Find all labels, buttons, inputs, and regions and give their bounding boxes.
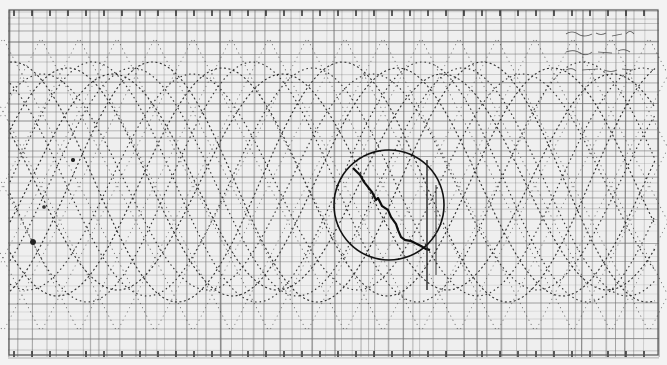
grid-horizontal-line [7,260,660,263]
dotted-wave-curve [9,67,656,297]
grid-horizontal-line [7,137,660,140]
dotted-wave-curve [9,67,656,297]
grid-horizontal-line [7,284,660,287]
grid-vertical-line [411,9,415,358]
grid-horizontal-line [7,29,660,32]
grid-vertical-line [341,9,343,358]
corner-annotation [565,31,635,72]
grid-horizontal-line [7,349,660,352]
grid-vertical-line [325,9,328,358]
grid-horizontal-line [7,318,660,321]
grid-horizontal-line [7,91,660,94]
dotted-wave-curve [9,73,656,291]
grid-horizontal-line [7,310,660,313]
grid-horizontal-line [7,217,660,220]
grid-vertical-line [311,9,314,358]
grid-horizontal-line [7,17,660,20]
grid-vertical-line [446,9,449,358]
grid-vertical-line [624,9,627,358]
grid-vertical-line [66,9,69,358]
grid-horizontal-line [7,155,660,158]
grid-horizontal-line [7,274,660,276]
dotted-wave-curve [9,61,656,303]
grid-vertical-line [462,9,465,358]
grid-vertical-line [89,9,92,358]
grid-vertical-line [263,9,266,358]
grid-vertical-line [81,9,84,358]
grid-vertical-line [163,9,166,358]
ink-blot [42,205,46,209]
grid-vertical-line [591,9,594,358]
grid-vertical-line [514,9,517,358]
grid-vertical-line [144,9,147,358]
grid-vertical-line [290,9,293,358]
grid-vertical-line [119,9,122,358]
grid-vertical-line [252,9,256,358]
ink-blot [30,239,36,245]
grid-vertical-line [567,9,569,358]
grid-lines [7,9,660,359]
grid-vertical-line [241,9,244,358]
grid-vertical-line [333,9,336,358]
grid-vertical-line [196,9,199,358]
ink-blot [71,158,75,162]
grid-horizontal-line [7,129,660,132]
highlighted-trace [352,167,431,252]
sheet-frame [8,9,659,356]
highlight-circle [333,149,445,261]
grid-vertical-line [485,9,488,358]
grid-vertical-line [17,9,20,358]
dotted-wave-curve [9,67,656,297]
grid-vertical-line [574,9,577,358]
grid-vertical-line [299,9,302,358]
grid-vertical-line [231,9,233,358]
grid-horizontal-line [7,81,660,84]
wave-curves [0,39,667,331]
grid-vertical-line [351,9,354,358]
grid-vertical-line [31,9,34,358]
grid-vertical-line [475,9,479,358]
grid-vertical-line [204,9,207,358]
grid-horizontal-line [7,302,660,305]
grid-vertical-line [373,9,377,358]
grid-vertical-line [525,9,528,358]
grid-vertical-line [643,9,646,358]
grid-vertical-line [106,9,109,358]
grid-vertical-line [402,9,405,358]
dotted-wave-curve [9,61,656,303]
dotted-wave-curve [9,67,656,297]
grid-horizontal-line [7,74,660,76]
grid-vertical-line [580,9,584,358]
grid-vertical-line [539,9,542,358]
grid-vertical-line [360,9,363,358]
dotted-wave-curve [9,73,656,291]
grid-vertical-line [419,9,422,358]
grid-horizontal-line [7,53,660,56]
